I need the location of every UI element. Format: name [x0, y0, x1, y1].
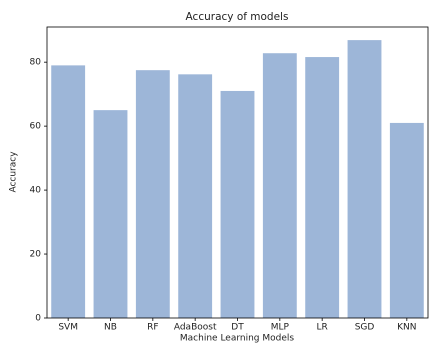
- bar: [93, 110, 128, 319]
- y-axis-label: Accuracy: [9, 151, 19, 193]
- bar: [389, 122, 424, 318]
- x-tick-label: SVM: [58, 323, 78, 333]
- bar: [347, 40, 382, 318]
- x-tick-label: KNN: [397, 323, 416, 333]
- bar: [305, 57, 340, 319]
- plot-frame: [46, 26, 429, 319]
- y-tick-label: 40: [30, 186, 42, 196]
- x-tick-label: MLP: [271, 323, 290, 333]
- y-tick-label: 0: [35, 314, 41, 324]
- x-tick-label: DT: [231, 323, 244, 333]
- x-tick-label: LR: [317, 323, 328, 333]
- bar: [178, 74, 213, 318]
- y-tick-label: 20: [30, 250, 42, 260]
- x-tick-label: NB: [104, 323, 117, 333]
- x-tick-label: AdaBoost: [174, 323, 217, 333]
- y-tick-label: 60: [30, 122, 42, 132]
- chart-title: Accuracy of models: [186, 11, 289, 23]
- x-tick-label: SGD: [355, 323, 375, 333]
- bar: [220, 90, 255, 318]
- y-tick-label: 80: [30, 58, 42, 68]
- x-axis-label: Machine Learning Models: [180, 334, 294, 343]
- bar: [262, 53, 297, 318]
- bar: [51, 65, 86, 318]
- x-tick-label: RF: [147, 323, 158, 333]
- bar: [135, 70, 170, 319]
